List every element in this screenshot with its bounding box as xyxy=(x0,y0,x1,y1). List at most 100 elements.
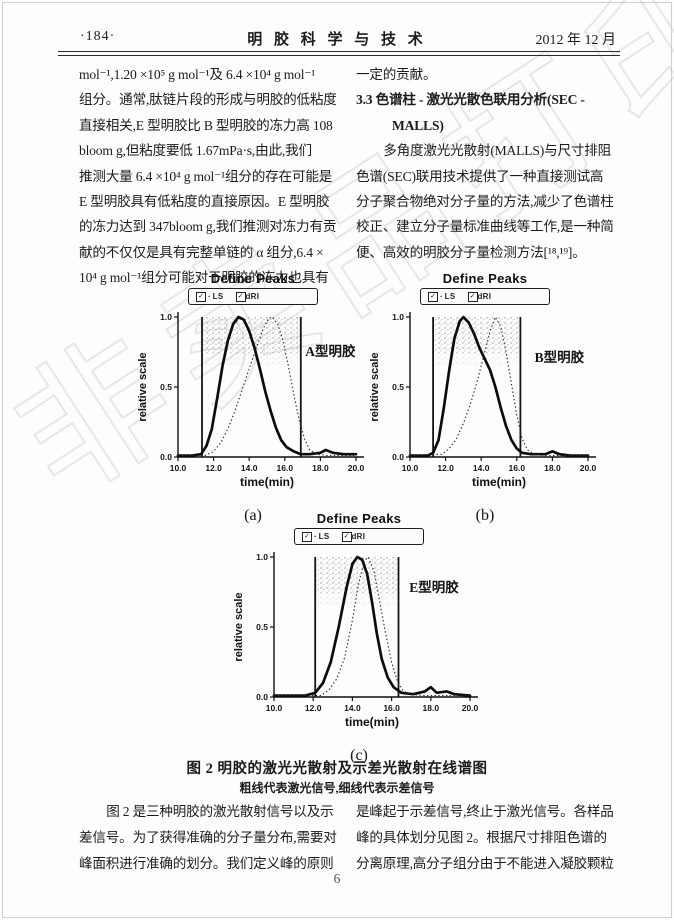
right-column: 一定的贡献。 3.3 色谱柱 - 激光光散色联用分析(SEC - MALLS) … xyxy=(356,62,622,265)
define-peaks-title: Define Peaks xyxy=(442,271,528,286)
legend-label: dRI xyxy=(245,292,260,301)
y-tick-label: 0.0 xyxy=(256,692,268,702)
text-line: 分子聚合物绝对分子量的方法,减少了色谱柱 xyxy=(356,194,614,210)
x-tick-label: 16.0 xyxy=(383,703,400,713)
section-heading-line1: 3.3 色谱柱 - 激光光散色联用分析(SEC - xyxy=(356,92,585,108)
figure-caption: 图 2 明胶的激光光散射及示差光散射在线谱图 xyxy=(186,761,488,777)
issue-date: 2012 年 12 月 xyxy=(535,33,617,48)
x-tick-label: 20.0 xyxy=(462,703,479,713)
y-tick-label: 0.5 xyxy=(256,622,268,632)
bottom-left-paragraph: 图 2 是三种明胶的激光散射信号以及示差信号。为了获得准确的分子量分布,需要对峰… xyxy=(79,799,349,877)
define-peaks-title: Define Peaks xyxy=(316,511,402,526)
x-tick-label: 12.0 xyxy=(437,463,454,473)
figure-subcaption: 粗线代表激光信号,细线代表示差信号 xyxy=(239,781,435,795)
legend-label: LS xyxy=(318,532,330,541)
paragraph-end-line: 一定的贡献。 xyxy=(356,67,437,82)
panel-label: (a) xyxy=(244,507,262,524)
checkbox-checked-icon: ✓ xyxy=(341,531,352,542)
x-tick-label: 16.0 xyxy=(277,463,294,473)
text-line: 色谱(SEC)联用技术提供了一种直接测试高 xyxy=(356,168,604,184)
dri-signal-curve xyxy=(178,316,356,457)
y-axis-label: relative scale xyxy=(137,352,149,421)
y-tick-label: 1.0 xyxy=(392,312,404,322)
text-line: mol⁻¹,1.20 ×10⁵ g mol⁻¹及 6.4 ×10⁴ g mol⁻… xyxy=(79,67,316,82)
y-tick-label: 0.0 xyxy=(160,452,172,462)
sample-type-label: B型明胶 xyxy=(535,349,585,365)
text-line: 的冻力达到 347bloom g,我们推测对冻力有贡 xyxy=(79,219,337,235)
chromatogram-panel-a: Define Peaks ✓ · LS ✓ dRI 0.0 0.5 1.0 10.0 12.0 14.… xyxy=(134,271,372,525)
dri-signal-curve xyxy=(274,556,470,697)
text-line: 峰的具体划分见图 2。根据尺寸排阻色谱的 xyxy=(356,830,607,845)
checkbox-checked-icon: ✓ xyxy=(235,291,246,302)
sample-type-label: E型明胶 xyxy=(409,579,459,595)
text-line: 峰面积进行准确的划分。我们定义峰的原则 xyxy=(79,856,334,871)
y-axis-label: relative scale xyxy=(233,592,245,661)
header-page-number: ·184· xyxy=(80,29,116,44)
text-line: 组分。通常,肽链片段的形成与明胶的低粘度 xyxy=(79,92,337,108)
header-double-rule xyxy=(58,51,620,56)
text-line: 推测大量 6.4 ×10⁴ g mol⁻¹组分的存在可能是 xyxy=(79,168,333,184)
text-line: 多角度激光光散射(MALLS)与尺寸排阻 xyxy=(383,143,612,159)
peak-region-shading xyxy=(315,557,399,593)
bottom-right-paragraph: 是峰起于示差信号,终止于激光信号。各样品 峰的具体划分见图 2。根据尺寸排阻色谱的… xyxy=(356,799,622,877)
chromatogram-panel-b: Define Peaks ✓ · LS ✓ dRI 0.0 0.5 1.0 10.0 12.0 14.… xyxy=(366,271,604,525)
section-paragraph: 多角度激光光散射(MALLS)与尺寸排阻色谱(SEC)联用技术提供了一种直接测试… xyxy=(356,138,622,265)
x-tick-label: 14.0 xyxy=(344,703,361,713)
section-heading-line2: MALLS) xyxy=(392,117,444,133)
checkbox-checked-icon: ✓ xyxy=(302,531,312,542)
x-tick-label: 14.0 xyxy=(241,463,258,473)
legend-label: LS xyxy=(444,292,456,301)
x-tick-label: 16.0 xyxy=(509,463,526,473)
legend-separator: · xyxy=(440,292,443,301)
x-tick-label: 10.0 xyxy=(170,463,187,473)
text-line: 直接相关,E 型明胶比 B 型明胶的冻力高 108 xyxy=(79,117,333,133)
text-line: 便、高效的明胶分子量检测方法[¹⁸,¹⁹]。 xyxy=(356,244,586,260)
y-tick-label: 1.0 xyxy=(160,312,172,322)
text-line: bloom g,但粘度要低 1.67mPa·s,由此,我们 xyxy=(79,143,312,159)
journal-title: 明 胶 科 学 与 技 术 xyxy=(247,32,427,48)
text-line: E 型明胶具有低粘度的直接原因。E 型明胶 xyxy=(79,194,330,210)
x-tick-label: 18.0 xyxy=(544,463,561,473)
peak-region-shading xyxy=(433,317,521,353)
define-peaks-legend-box: ✓ · LS ✓ dRI xyxy=(294,528,424,545)
checkbox-checked-icon: ✓ xyxy=(428,291,438,302)
page-number: 6 xyxy=(333,871,341,886)
text-line: 校正、建立分子量标准曲线等工作,是一种简 xyxy=(356,219,614,235)
chromatogram-plot: 0.0 0.5 1.0 10.0 12.0 14.0 16.0 18.0 20.0 A型明胶 tim… xyxy=(137,312,365,489)
y-tick-label: 0.0 xyxy=(392,452,404,462)
x-tick-label: 14.0 xyxy=(473,463,490,473)
text-line: 差信号。为了获得准确的分子量分布,需要对 xyxy=(79,830,337,845)
y-tick-label: 0.5 xyxy=(160,382,172,392)
y-tick-label: 0.5 xyxy=(392,382,404,392)
legend-label: dRI xyxy=(351,532,366,541)
define-peaks-legend-box: ✓ · LS ✓ dRI xyxy=(188,288,318,305)
chromatogram-plot: 0.0 0.5 1.0 10.0 12.0 14.0 16.0 18.0 20.0 E型明胶 tim… xyxy=(233,552,479,729)
y-axis-label: relative scale xyxy=(369,352,381,421)
text-line: 图 2 是三种明胶的激光散射信号以及示 xyxy=(106,804,334,819)
ls-signal-curve xyxy=(176,315,358,457)
x-tick-label: 18.0 xyxy=(423,703,440,713)
x-tick-label: 12.0 xyxy=(205,463,222,473)
ls-signal-curve xyxy=(408,315,590,457)
legend-label: LS xyxy=(212,292,224,301)
legend-label: dRI xyxy=(477,292,492,301)
legend-separator: · xyxy=(208,292,211,301)
dri-signal-curve xyxy=(409,316,588,457)
x-axis-label: time(min) xyxy=(345,715,399,729)
define-peaks-legend-box: ✓ · LS ✓ dRI xyxy=(420,288,550,305)
x-tick-label: 10.0 xyxy=(402,463,419,473)
checkbox-checked-icon: ✓ xyxy=(467,291,478,302)
text-line: 分离原理,高分子组分由于不能进入凝胶颗粒 xyxy=(356,856,614,871)
sample-type-label: A型明胶 xyxy=(305,343,356,359)
text-line: 10⁴ g mol⁻¹组分可能对于明胶的冻力也具有 xyxy=(79,270,329,286)
panel-label: (c) xyxy=(350,747,368,764)
text-line: 是峰起于示差信号,终止于激光信号。各样品 xyxy=(356,804,614,819)
y-tick-label: 1.0 xyxy=(256,552,268,562)
x-tick-label: 20.0 xyxy=(348,463,365,473)
chromatogram-plot: 0.0 0.5 1.0 10.0 12.0 14.0 16.0 18.0 20.0 B型明胶 tim… xyxy=(369,312,597,489)
define-peaks-title: Define Peaks xyxy=(210,271,296,286)
checkbox-checked-icon: ✓ xyxy=(196,291,206,302)
x-tick-label: 18.0 xyxy=(312,463,329,473)
x-tick-label: 10.0 xyxy=(266,703,283,713)
ls-signal-curve xyxy=(272,555,472,697)
